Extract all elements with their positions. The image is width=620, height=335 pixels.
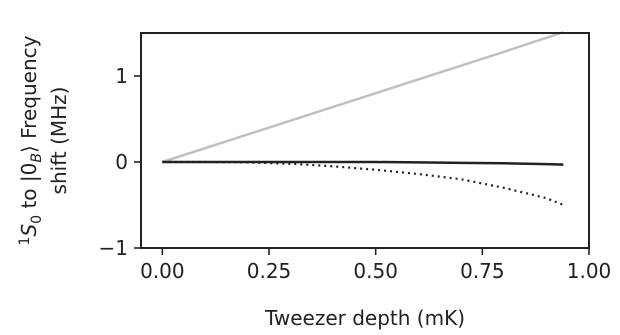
y-axis-label-line1: 1S0 to |0B⟩ Frequency <box>17 35 45 245</box>
y-label-subscript-b: B <box>29 153 45 163</box>
plot-frame <box>140 32 590 249</box>
y-tick-label: 1 <box>115 64 128 88</box>
x-tick-label: 0.25 <box>247 259 292 283</box>
series-line-1 <box>161 30 564 164</box>
y-label-rest: ⟩ Frequency <box>17 35 41 153</box>
y-label-subscript-0: 0 <box>29 215 45 224</box>
series-layer <box>161 30 564 207</box>
y-tick-label: −1 <box>99 236 128 260</box>
x-tick-label: 0.00 <box>140 259 185 283</box>
x-tick-label: 0.50 <box>353 259 398 283</box>
x-tick-label: 0.75 <box>460 259 505 283</box>
x-tick-label: 1.00 <box>567 259 612 283</box>
y-tick-label: 0 <box>115 150 128 174</box>
x-axis-ticks: 0.00 0.25 0.50 0.75 1.00 <box>140 248 611 283</box>
y-axis-label-line2: shift (MHz) <box>47 87 71 195</box>
series-line-3 <box>162 160 564 207</box>
y-label-superscript-1: 1 <box>17 237 33 246</box>
y-label-mid: to |0 <box>17 163 41 215</box>
y-axis-ticks: −1 0 1 <box>99 64 141 260</box>
x-axis-label: Tweezer depth (mK) <box>264 306 465 330</box>
series-line-2 <box>162 160 564 166</box>
y-label-s: S <box>17 224 41 237</box>
